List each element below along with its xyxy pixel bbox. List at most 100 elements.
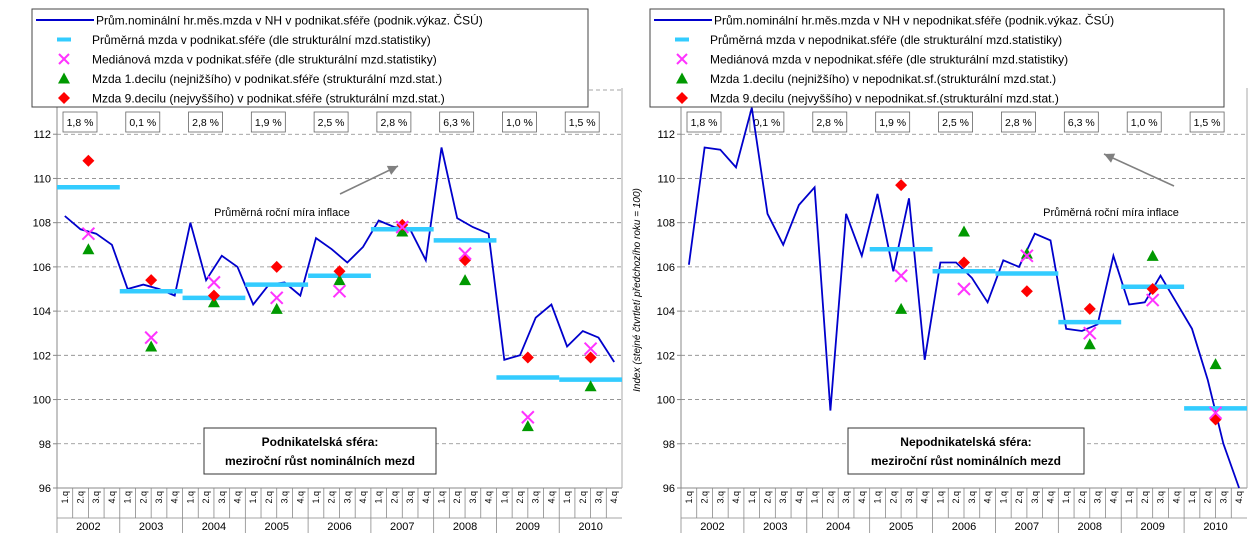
- inflation-label: 2,8 %: [1005, 117, 1032, 129]
- x-year-label: 2006: [327, 521, 351, 533]
- inflation-box: [812, 111, 848, 133]
- median-marker-stroke: [894, 269, 908, 283]
- legend-label: Mediánová mzda v podnikat.sféře (dle str…: [92, 53, 437, 67]
- inflation-box: [1126, 111, 1162, 133]
- inflation-note: Průměrná roční míra inflace: [214, 207, 350, 219]
- decile1-marker: [207, 296, 220, 308]
- x-quarter-label: 2.q: [578, 491, 588, 504]
- x-quarter-label: 4.q: [421, 491, 431, 504]
- x-quarter-label: 4.q: [1171, 491, 1181, 504]
- y-tick-label: 110: [657, 173, 675, 185]
- decile1-marker: [1209, 358, 1222, 370]
- decile1-marker: [145, 340, 158, 352]
- x-year-label: 2004: [826, 521, 850, 533]
- inflation-label: 1,8 %: [691, 117, 718, 129]
- chart-title-box: [203, 427, 437, 475]
- median-marker: [521, 410, 535, 424]
- x-quarter-label: 3.q: [217, 491, 227, 504]
- median-marker: [144, 330, 158, 345]
- x-quarter-label: 3.q: [593, 491, 603, 504]
- x-year-label: 2007: [1015, 521, 1039, 533]
- inflation-box: [938, 111, 973, 133]
- median-marker-stroke: [332, 284, 347, 298]
- legend-swatch-triangle: [58, 72, 70, 84]
- y-tick-label: 102: [33, 350, 51, 362]
- x-quarter-label: 1.q: [1124, 491, 1134, 504]
- x-quarter-label: 1.q: [747, 491, 757, 504]
- decile1-marker: [1083, 338, 1096, 350]
- decile1-marker: [521, 420, 534, 432]
- inflation-box: [1063, 111, 1099, 133]
- decile9-marker: [459, 254, 472, 267]
- x-quarter-label: 3.q: [1030, 491, 1040, 504]
- x-quarter-label: 4.q: [232, 491, 242, 504]
- x-year-label: 2008: [453, 521, 477, 533]
- legend-label: Mzda 9.decilu (nejvyššího) v podnikat.sf…: [92, 92, 445, 106]
- x-quarter-label: 4.q: [546, 491, 556, 504]
- x-quarter-label: 2.q: [452, 491, 462, 504]
- inflation-label: 2,5 %: [318, 117, 345, 129]
- inflation-box: [1189, 111, 1225, 133]
- inflation-box: [875, 111, 911, 133]
- legend-label: Průměrná mzda v nepodnikat.sféře (dle st…: [710, 33, 1062, 47]
- x-quarter-label: 1.q: [873, 491, 883, 504]
- median-marker-stroke: [957, 282, 971, 296]
- inflation-box: [188, 111, 223, 133]
- legend-swatch-diamond: [676, 92, 688, 104]
- median-marker: [957, 282, 971, 296]
- decile1-marker: [459, 274, 472, 286]
- decile9-marker: [958, 256, 970, 269]
- y-tick-label: 106: [657, 262, 675, 274]
- x-quarter-label: 4.q: [1045, 491, 1055, 504]
- median-marker: [332, 284, 347, 298]
- x-quarter-label: 1.q: [810, 491, 820, 504]
- inflation-label: 2,8 %: [192, 117, 219, 129]
- x-quarter-label: 2.q: [1203, 491, 1213, 504]
- chart-title-box: [847, 427, 1085, 475]
- legend-label: Průměrná mzda v podnikat.sféře (dle stru…: [92, 33, 431, 47]
- decile9-marker: [1146, 283, 1159, 295]
- x-quarter-label: 1.q: [935, 491, 945, 504]
- x-quarter-label: 3.q: [154, 491, 164, 504]
- chart-subtitle: meziroční růst nominálních mezd: [871, 454, 1061, 468]
- inflation-label: 0,1 %: [129, 117, 156, 129]
- inflation-arrow-head: [386, 165, 398, 175]
- x-quarter-label: 4.q: [609, 491, 619, 504]
- legend-label: Mzda 1.decilu (nejnižšího) v podnikat.sf…: [92, 72, 442, 86]
- median-marker: [81, 227, 96, 241]
- y-tick-label: 98: [663, 439, 675, 451]
- x-quarter-label: 4.q: [731, 491, 741, 504]
- inflation-box: [564, 111, 600, 133]
- median-marker-stroke: [144, 330, 158, 345]
- inflation-label: 6,3 %: [1068, 117, 1095, 129]
- decile1-marker: [958, 225, 970, 237]
- x-quarter-label: 2.q: [515, 491, 525, 504]
- y-tick-label: 108: [657, 218, 675, 230]
- x-quarter-label: 1.q: [562, 491, 572, 504]
- x-quarter-label: 2.q: [888, 491, 898, 504]
- x-quarter-label: 2.q: [389, 491, 399, 504]
- x-quarter-label: 4.q: [170, 491, 180, 504]
- inflation-label: 1,8 %: [67, 117, 94, 129]
- x-quarter-label: 1.q: [311, 491, 321, 504]
- x-quarter-label: 2.q: [201, 491, 211, 504]
- x-quarter-label: 4.q: [1234, 491, 1244, 504]
- median-marker-stroke: [1083, 326, 1097, 340]
- median-marker: [395, 220, 409, 234]
- inflation-box: [1001, 111, 1036, 133]
- x-quarter-label: 2.q: [138, 491, 148, 504]
- x-quarter-label: 2.q: [264, 491, 274, 504]
- x-year-label: 2010: [1203, 521, 1227, 533]
- x-quarter-label: 4.q: [484, 491, 494, 504]
- y-tick-label: 110: [33, 173, 51, 185]
- x-year-label: 2005: [264, 521, 288, 533]
- x-year-label: 2006: [952, 521, 976, 533]
- legend-swatch-triangle: [676, 72, 688, 84]
- legend-label: Prům.nominální hr.měs.mzda v NH v nepodn…: [714, 13, 1114, 28]
- decile1-marker: [270, 302, 283, 314]
- x-quarter-label: 2.q: [1140, 491, 1150, 504]
- inflation-label: 1,0 %: [1131, 117, 1158, 129]
- x-quarter-label: 4.q: [794, 491, 804, 504]
- x-quarter-label: 2.q: [825, 491, 835, 504]
- x-quarter-label: 4.q: [107, 491, 117, 504]
